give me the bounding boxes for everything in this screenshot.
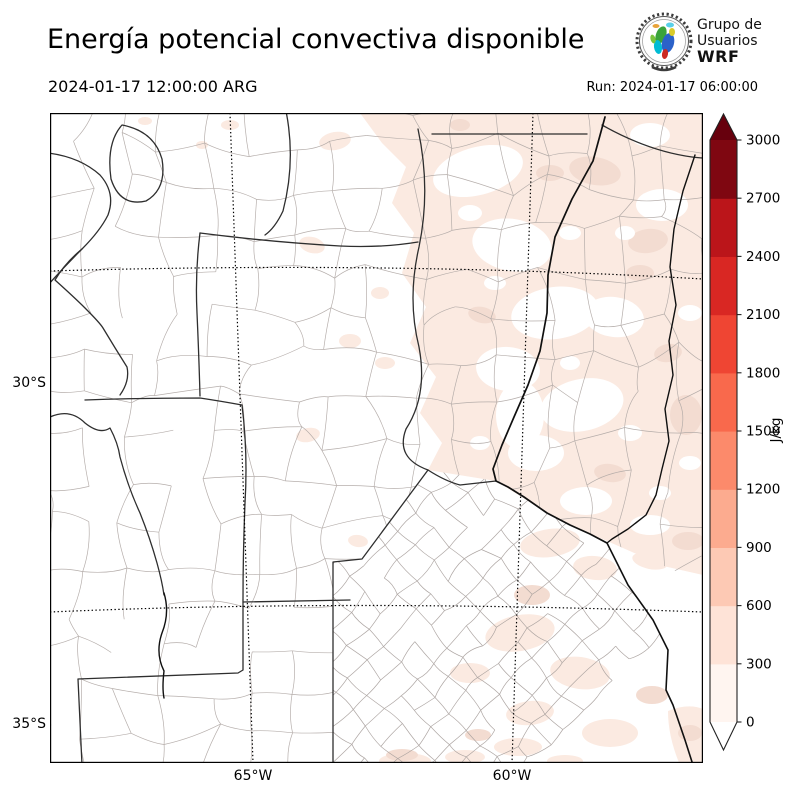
lon-label-60w: 60°W [492, 768, 532, 784]
valid-time-label: 2024-01-17 12:00:00 ARG [48, 77, 258, 96]
colorbar-tick-label: 2100 [746, 307, 780, 323]
colorbar-tick-label: 3000 [746, 133, 780, 149]
colorbar-tick-label: 2700 [746, 191, 780, 207]
colorbar-tick-label: 900 [746, 540, 772, 556]
colorbar-tick-label: 2400 [746, 249, 780, 265]
lat-label-30s: 30°S [12, 375, 46, 391]
logo-line-1: Grupo de [697, 17, 762, 33]
logo-line-3: WRF [697, 47, 740, 66]
colorbar-tick-label: 600 [746, 598, 772, 614]
logo-line-2: Usuarios [697, 33, 758, 49]
colorbar-tick-label: 0 [746, 715, 755, 731]
colorbar-tick-label: 1500 [746, 424, 780, 440]
lat-label-35s: 35°S [12, 716, 46, 732]
colorbar-tick-label: 1200 [746, 482, 780, 498]
run-time-label: Run: 2024-01-17 06:00:00 [586, 80, 758, 95]
colorbar-tick-label: 300 [746, 656, 772, 672]
colorbar-unit-label: J/kg [768, 418, 784, 444]
colorbar: 0 300 600 900 1200 1500 1800 2100 2400 2700 3000 J/… [709, 112, 784, 752]
map-panel: 30°S 35°S 65°W 60°W [12, 113, 703, 784]
logo-globe-icon [635, 12, 693, 72]
wrf-logo: Grupo de Usuarios WRF [634, 11, 800, 77]
logo-text: Grupo de Usuarios WRF [697, 17, 762, 65]
lon-label-65w: 65°W [233, 768, 273, 784]
page-title: Energía potencial convectiva disponible [47, 24, 585, 55]
colorbar-tick-label: 1800 [746, 365, 780, 381]
cape-map [50, 113, 703, 763]
